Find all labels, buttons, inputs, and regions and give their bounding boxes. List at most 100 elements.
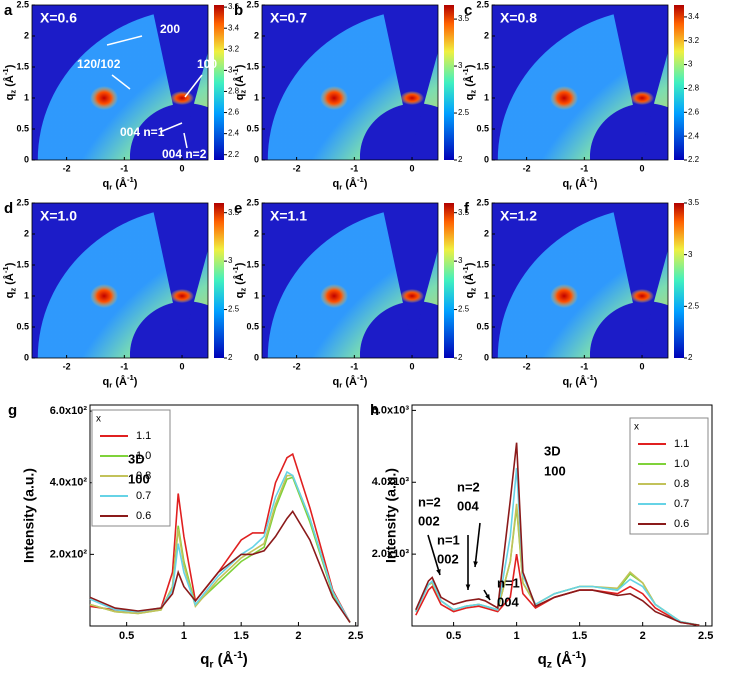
axis-label-part: r <box>209 658 213 670</box>
map-peak <box>550 86 579 110</box>
axis-label-part: ) <box>581 651 586 668</box>
axis-label-part: ) <box>4 262 16 266</box>
annotation: n=1 <box>437 532 460 547</box>
x-tick-label: -1 <box>580 163 588 173</box>
y-tick-label: 2.5 <box>476 0 489 9</box>
panel-label: b <box>234 2 243 19</box>
y-tick-label: 1.5 <box>246 259 259 269</box>
map-peak <box>550 284 579 308</box>
axis-label-part: (Å <box>233 273 246 288</box>
y-tick-label: 1.5 <box>246 61 259 71</box>
annotation: 3D <box>128 451 145 466</box>
axis-label: qz (Å-1) <box>461 262 477 298</box>
y-tick-label: 2.5 <box>246 197 259 207</box>
axis-label-part: -1 <box>587 373 595 382</box>
axis-label-part: r <box>109 182 112 191</box>
map-peak <box>400 91 425 105</box>
colorbar-tick-label: 3 <box>228 65 233 74</box>
axis-label-part: ) <box>4 64 16 68</box>
colorbar-tick-label: 2.5 <box>458 305 470 314</box>
axis-label-part: (Å <box>342 375 357 388</box>
x-tick-label: -2 <box>293 163 301 173</box>
axis-label-part: q <box>538 651 547 668</box>
axis-label-part: (Å <box>463 75 476 90</box>
annotation: n=2 <box>457 479 480 494</box>
map-image <box>262 5 438 160</box>
map-image <box>262 203 438 358</box>
axis-label-part: q <box>563 376 570 388</box>
annotation-arrow <box>184 74 203 98</box>
map-image <box>492 203 668 358</box>
y-tick-label: 2.5 <box>246 0 259 9</box>
panel-label: a <box>4 2 13 19</box>
y-tick-label: 2.5 <box>16 0 29 9</box>
axis-label-part: (Å <box>3 75 16 90</box>
y-tick-label: 2 <box>484 228 489 238</box>
annotation: 200 <box>160 22 180 36</box>
colorbar <box>214 5 224 160</box>
axis-label-part: q <box>333 376 340 388</box>
colorbar-tick-label: 3.2 <box>228 44 240 53</box>
map-peak <box>630 289 655 303</box>
annotation: 100 <box>544 463 566 478</box>
annotation-arrow <box>183 132 188 149</box>
axis-label-part: ) <box>464 64 476 68</box>
y-tick-label: 1 <box>24 290 29 300</box>
map-wedge <box>381 203 438 346</box>
series-line <box>415 553 700 627</box>
map-frame <box>261 202 439 359</box>
axis-label-part: q <box>333 178 340 190</box>
axis-label-part: z <box>468 288 477 292</box>
axis-label-part: q <box>4 292 16 299</box>
map-panel: e X=1.1-2 -1 000.511.522.5qr (Å-1)qz (Å-1)2… <box>231 197 470 389</box>
colorbar-tick-label: 3 <box>228 256 233 265</box>
y-tick-label: 0.5 <box>476 123 489 133</box>
colorbar-tick-label: 2.2 <box>228 150 240 159</box>
legend-label: 0.6 <box>136 510 151 522</box>
map-peak <box>170 289 195 303</box>
axis-label-part: ) <box>594 376 598 388</box>
axis-label-part: -1 <box>231 266 240 274</box>
y-tick-label: 1 <box>254 290 259 300</box>
y-tick-label: 1.5 <box>476 61 489 71</box>
map-panel: f X=1.2-2 -1 000.511.522.5qr (Å-1)qz (Å-1)2… <box>461 197 699 389</box>
axis-label-part: (Å <box>463 273 476 288</box>
axis-label-part: ) <box>134 178 138 190</box>
axis-label-part: q <box>103 376 110 388</box>
panel-label: c <box>464 2 472 19</box>
y-tick-label: 0.5 <box>476 321 489 331</box>
x-tick-label: -1 <box>120 361 128 371</box>
colorbar-tick-label: 2 <box>458 353 463 362</box>
annotation: 100 <box>128 471 150 486</box>
map-frame <box>491 202 669 359</box>
legend-label: 0.8 <box>674 478 689 490</box>
y-tick-label: 4.0x10³ <box>372 476 410 488</box>
colorbar-tick-label: 2.5 <box>228 305 240 314</box>
y-tick-label: 2 <box>24 228 29 238</box>
x-tick-label: -2 <box>523 163 531 173</box>
colorbar-tick-label: 3 <box>688 250 693 259</box>
axis-label-part: -1 <box>357 175 365 184</box>
annotation-arrow <box>106 35 143 46</box>
map-peak <box>170 91 195 105</box>
y-tick-label: 0.5 <box>16 123 29 133</box>
map-panel: a X=0.6-2 -1 000.511.522.5qr (Å-1)qz (Å-1)2… <box>1 0 240 191</box>
annotation: 004 <box>497 594 519 609</box>
axis-label-part: q <box>464 292 476 299</box>
axis-label: qr (Å-1) <box>563 175 598 191</box>
axis-label-part: -1 <box>461 68 470 76</box>
colorbar-tick-label: 2.4 <box>688 131 700 140</box>
arrow-head <box>436 569 441 575</box>
annotation: 004 <box>457 498 479 513</box>
annotation-arrow <box>427 534 441 576</box>
map-panel: c X=0.8-2 -1 000.511.522.5qr (Å-1)qz (Å-1)2… <box>461 0 700 191</box>
axis-label-part: q <box>4 94 16 101</box>
axis-label-part: r <box>339 182 342 191</box>
colorbar-tick-label: 2 <box>458 155 463 164</box>
y-tick-label: 2 <box>254 30 259 40</box>
axis-label-part: ) <box>134 376 138 388</box>
panel-title: X=0.8 <box>500 10 537 26</box>
legend-title: x <box>634 422 639 433</box>
axis-label: qz (Å-1) <box>1 64 17 100</box>
axis-label-part: ) <box>364 178 368 190</box>
